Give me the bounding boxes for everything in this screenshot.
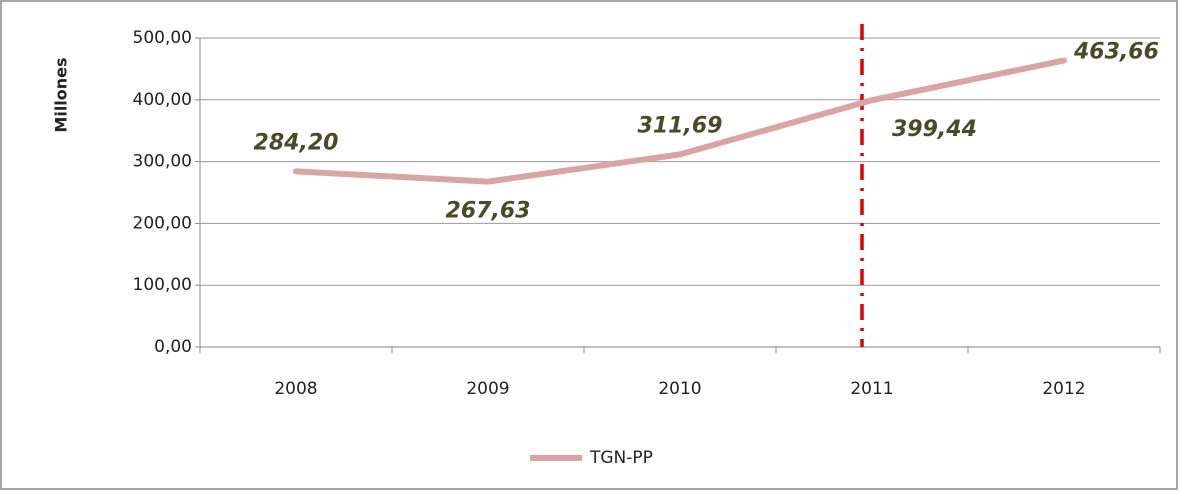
- y-axis-label: Millones: [52, 57, 71, 132]
- y-tick-label: 500,00: [133, 28, 192, 48]
- x-tick-label: 2009: [466, 379, 509, 399]
- y-tick-label: 100,00: [133, 275, 192, 295]
- legend-label: TGN-PP: [589, 448, 653, 468]
- data-label: 284,20: [254, 130, 339, 155]
- x-tick-label: 2010: [658, 379, 701, 399]
- data-label: 311,69: [638, 113, 723, 138]
- data-label: 267,63: [446, 199, 531, 224]
- x-tick-label: 2008: [274, 379, 317, 399]
- y-tick-label: 400,00: [133, 90, 192, 110]
- y-tick-label: 200,00: [133, 213, 192, 233]
- y-tick-label: 0,00: [154, 337, 192, 357]
- data-label: 399,44: [892, 117, 977, 142]
- line: [293, 57, 1067, 185]
- x-tick-label: 2011: [850, 379, 893, 399]
- y-tick-label: 300,00: [133, 152, 192, 172]
- x-tick-label: 2012: [1042, 379, 1085, 399]
- data-label: 463,66: [1073, 39, 1159, 64]
